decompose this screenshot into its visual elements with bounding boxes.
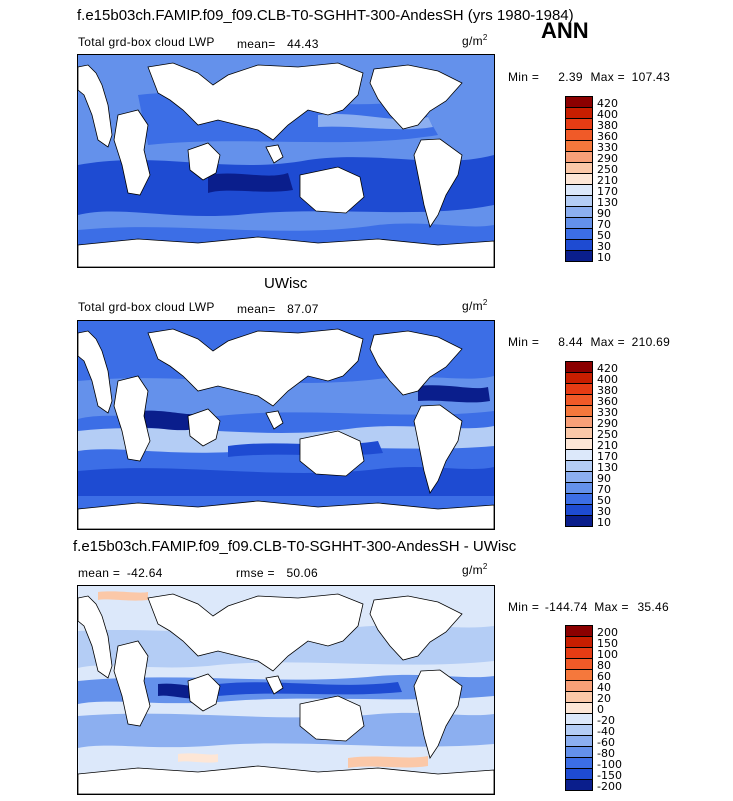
panel-1-colorbar-label: 90 bbox=[597, 207, 611, 220]
panel-1-colorbar-label: 130 bbox=[597, 196, 618, 209]
panel-3-mean-value: -42.64 bbox=[126, 566, 163, 580]
panel-2-title: UWisc bbox=[264, 275, 308, 292]
panel-2-minmax: Min = 8.44 Max = 210.69 bbox=[508, 335, 670, 349]
panel-3-colorbar-swatch bbox=[565, 779, 593, 791]
panel-1-colorbar-label: 400 bbox=[597, 108, 618, 121]
panel-3-rmse: rmse = 50.06 bbox=[236, 566, 318, 580]
panel-2-mean-label: mean= bbox=[237, 302, 276, 316]
panel-2-map bbox=[77, 320, 495, 530]
panel-1-colorbar-label: 250 bbox=[597, 163, 618, 176]
panel-3-rmse-label: rmse = bbox=[236, 566, 275, 580]
panel-1-minmax: Min = 2.39 Max = 107.43 bbox=[508, 70, 670, 84]
panel-1-min-label: Min = bbox=[508, 70, 540, 84]
panel-2-colorbar-label: 400 bbox=[597, 373, 618, 386]
panel-3-units-base: g/m bbox=[462, 563, 483, 577]
panel-3-colorbar-label: 60 bbox=[597, 670, 611, 683]
panel-3-mean-label: mean = bbox=[78, 566, 121, 580]
panel-2-colorbar-label: 420 bbox=[597, 362, 618, 375]
panel-2-map-svg bbox=[78, 321, 494, 529]
panel-2-colorbar-label: 70 bbox=[597, 483, 611, 496]
panel-3-rmse-value: 50.06 bbox=[286, 566, 318, 580]
panel-2-colorbar-label: 360 bbox=[597, 395, 618, 408]
panel-3-colorbar-label: 40 bbox=[597, 681, 611, 694]
panel-3-colorbar-label: 80 bbox=[597, 659, 611, 672]
panel-2-variable: Total grd-box cloud LWP bbox=[78, 300, 215, 314]
panel-3-colorbar-label: -100 bbox=[597, 758, 622, 771]
panel-1-mean: mean= 44.43 bbox=[237, 37, 319, 51]
panel-2-colorbar-label: 50 bbox=[597, 494, 611, 507]
panel-1-colorbar-label: 50 bbox=[597, 229, 611, 242]
panel-3-minmax: Min = -144.74 Max = 35.46 bbox=[508, 600, 669, 614]
panel-3-min-label: Min = bbox=[508, 600, 540, 614]
panel-3-units: g/m2 bbox=[462, 562, 488, 577]
panel-1-mean-value: 44.43 bbox=[287, 37, 319, 51]
panel-3-map bbox=[77, 585, 495, 795]
panel-2-min-label: Min = bbox=[508, 335, 540, 349]
panel-2-mean: mean= 87.07 bbox=[237, 302, 319, 316]
panel-1-max-label: Max = bbox=[590, 70, 625, 84]
panel-2-units-base: g/m bbox=[462, 299, 483, 313]
panel-2-colorbar-label: 250 bbox=[597, 428, 618, 441]
panel-2-colorbar-label: 290 bbox=[597, 417, 618, 430]
panel-3-min-value: -144.74 bbox=[544, 600, 588, 614]
panel-1-colorbar-swatch bbox=[565, 250, 593, 262]
panel-2-colorbar-label: 130 bbox=[597, 461, 618, 474]
panel-1-colorbar-label: 380 bbox=[597, 119, 618, 132]
panel-2-colorbar-label: 10 bbox=[597, 516, 611, 529]
panel-1-colorbar-label: 330 bbox=[597, 141, 618, 154]
panel-1-variable: Total grd-box cloud LWP bbox=[78, 35, 215, 49]
panel-1-colorbar-label: 30 bbox=[597, 240, 611, 253]
panel-2-colorbar-label: 90 bbox=[597, 472, 611, 485]
panel-2-colorbar: 420 400 380 360 330 290 250 210 170 130 90 70 50 30 10 bbox=[565, 361, 625, 529]
panel-1-colorbar-label: 420 bbox=[597, 97, 618, 110]
panel-1-units-base: g/m bbox=[462, 34, 483, 48]
panel-2-min-value: 8.44 bbox=[558, 335, 583, 349]
panel-1-units-exp: 2 bbox=[482, 33, 488, 42]
panel-1-mean-label: mean= bbox=[237, 37, 276, 51]
panel-3-max-label: Max = bbox=[594, 600, 629, 614]
panel-3-map-svg bbox=[78, 586, 494, 794]
panel-3-max-value: 35.46 bbox=[637, 600, 669, 614]
panel-2-units-exp: 2 bbox=[482, 298, 488, 307]
panel-3-mean: mean = -42.64 bbox=[78, 566, 163, 580]
panel-3-colorbar-label: 150 bbox=[597, 637, 618, 650]
panel-1-units: g/m2 bbox=[462, 33, 488, 48]
panel-3-colorbar-label: 20 bbox=[597, 692, 611, 705]
panel-3-title: f.e15b03ch.FAMIP.f09_f09.CLB-T0-SGHHT-30… bbox=[73, 538, 517, 555]
panel-1-map-svg bbox=[78, 55, 494, 267]
panel-2-colorbar-label: 170 bbox=[597, 450, 618, 463]
panel-2-colorbar-label: 380 bbox=[597, 384, 618, 397]
panel-2-colorbar-label: 330 bbox=[597, 406, 618, 419]
season-label: ANN bbox=[541, 18, 589, 43]
panel-2-max-value: 210.69 bbox=[631, 335, 671, 349]
panel-1-colorbar-label: 10 bbox=[597, 251, 611, 264]
panel-1-colorbar-label: 170 bbox=[597, 185, 618, 198]
panel-1-title: f.e15b03ch.FAMIP.f09_f09.CLB-T0-SGHHT-30… bbox=[77, 7, 574, 24]
panel-3-colorbar-label: 0 bbox=[597, 703, 604, 716]
panel-2-max-label: Max = bbox=[590, 335, 625, 349]
panel-2-colorbar-label: 30 bbox=[597, 505, 611, 518]
panel-1-colorbar-label: 70 bbox=[597, 218, 611, 231]
panel-1-colorbar: 420 400 380 360 330 290 250 210 170 130 90 70 50 30 10 bbox=[565, 96, 625, 264]
panel-3-colorbar-label: 100 bbox=[597, 648, 618, 661]
panel-2-mean-value: 87.07 bbox=[287, 302, 319, 316]
panel-1-colorbar-label: 210 bbox=[597, 174, 618, 187]
panel-1-colorbar-label: 290 bbox=[597, 152, 618, 165]
panel-3-colorbar-label: -20 bbox=[597, 714, 615, 727]
panel-1-max-value: 107.43 bbox=[631, 70, 671, 84]
panel-3-units-exp: 2 bbox=[482, 562, 488, 571]
panel-3-colorbar-label: -200 bbox=[597, 780, 622, 793]
panel-3-colorbar-label: -80 bbox=[597, 747, 615, 760]
panel-2-colorbar-label: 210 bbox=[597, 439, 618, 452]
panel-3-colorbar: 200 150 100 80 60 40 20 0 -20 -40 -60 -80 -100 -150 -2… bbox=[565, 625, 625, 793]
panel-3-colorbar-label: -60 bbox=[597, 736, 615, 749]
panel-3-colorbar-label: 200 bbox=[597, 626, 618, 639]
panel-1-min-value: 2.39 bbox=[558, 70, 583, 84]
panel-2-units: g/m2 bbox=[462, 298, 488, 313]
panel-1-colorbar-label: 360 bbox=[597, 130, 618, 143]
panel-1-map bbox=[77, 54, 495, 268]
panel-3-colorbar-label: -150 bbox=[597, 769, 622, 782]
panel-2-colorbar-swatch bbox=[565, 515, 593, 527]
panel-3-colorbar-label: -40 bbox=[597, 725, 615, 738]
